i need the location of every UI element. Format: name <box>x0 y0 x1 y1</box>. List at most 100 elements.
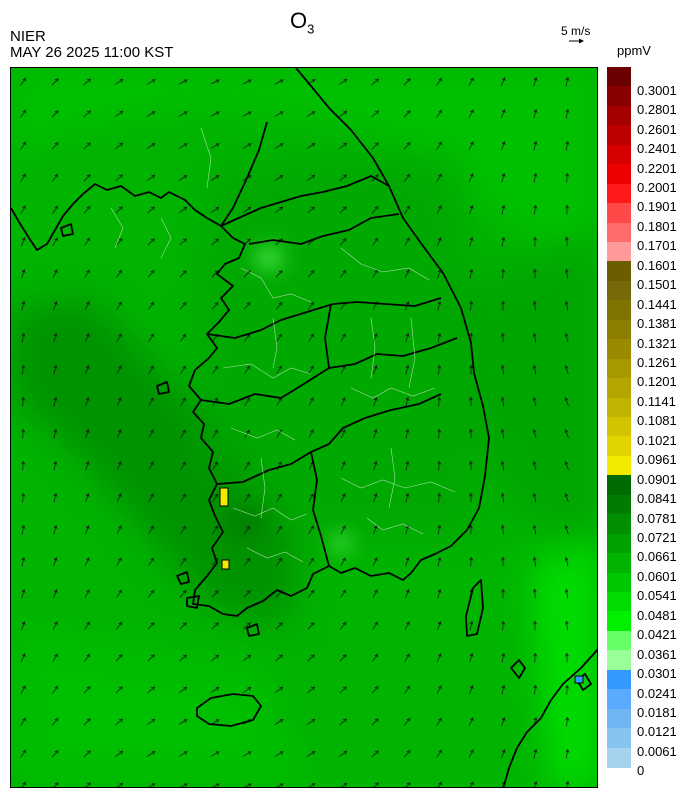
colorbar-swatch <box>607 144 631 165</box>
colorbar-swatch <box>607 222 631 243</box>
colorbar-tick-label: 0.1321 <box>637 335 677 351</box>
colorbar-swatch <box>607 689 631 710</box>
province-boundary <box>310 451 330 567</box>
colorbar-swatch <box>607 300 631 321</box>
title-main: O <box>290 8 308 33</box>
colorbar-tick-label: 0.1021 <box>637 432 677 448</box>
local-high-spot <box>331 535 351 551</box>
colorbar-swatch <box>607 747 631 768</box>
colorbar-tick-label: 0.0721 <box>637 529 677 545</box>
colorbar-swatch <box>607 533 631 554</box>
colorbar-swatch <box>607 475 631 496</box>
colorbar-tick-label: 0.0901 <box>637 471 677 487</box>
colorbar-swatch <box>607 728 631 749</box>
wind-vector-field <box>19 76 570 787</box>
concentration-variation <box>11 68 597 787</box>
colorbar-tick-label: 0.0361 <box>637 646 677 662</box>
korean-peninsula-coastline <box>11 68 490 617</box>
province-boundary <box>220 121 268 227</box>
colorbar-swatch <box>607 708 631 729</box>
colorbar-tick-label: 0.0961 <box>637 452 677 468</box>
ulleung-island <box>465 579 484 637</box>
colorbar-tick-label: 0.1201 <box>637 374 677 390</box>
colorbar-swatch <box>607 611 631 632</box>
colorbar-swatch <box>607 203 631 224</box>
colorbar-tick-label: 0.0181 <box>637 704 677 720</box>
colorbar-tick-label: 0.0241 <box>637 685 677 701</box>
monitoring-site-marker <box>219 487 229 507</box>
monitoring-site-marker <box>221 559 230 570</box>
island <box>156 381 170 395</box>
colorbar-swatch <box>607 397 631 418</box>
local-high-spot <box>255 248 283 268</box>
colorbar-tick-label: 0.0301 <box>637 666 677 682</box>
colorbar-swatch <box>607 553 631 574</box>
colorbar-tick-label: 0.1141 <box>637 393 676 409</box>
colorbar-swatch <box>607 358 631 379</box>
colorbar-tick-label: 0.0541 <box>637 588 677 604</box>
ozone-concentration-map <box>10 67 598 788</box>
colorbar-tick-label: 0.2801 <box>637 102 677 118</box>
colorbar-swatch <box>607 669 631 690</box>
forecast-datetime: MAY 26 2025 11:00 KST <box>10 44 174 61</box>
colorbar-tick-label: 0.0661 <box>637 549 677 565</box>
colorbar-swatch <box>607 630 631 651</box>
province-boundary <box>206 297 442 339</box>
colorbar-tick-label: 0.1701 <box>637 238 677 254</box>
colorbar-swatch <box>607 436 631 457</box>
colorbar-tick-label: 0.0121 <box>637 724 677 740</box>
colorbar-tick-label: 0.1501 <box>637 277 677 293</box>
island <box>176 571 190 585</box>
colorbar-tick-label: 0.2201 <box>637 160 677 176</box>
colorbar-swatch <box>607 319 631 340</box>
colorbar-tick-label: 0.1081 <box>637 413 677 429</box>
colorbar-tick-label: 0.1901 <box>637 199 677 215</box>
colorbar-tick-label: 0.3001 <box>637 82 677 98</box>
colorbar-tick-label: 0 <box>637 763 645 779</box>
colorbar-tick-label: 0.0421 <box>637 627 677 643</box>
colorbar-tick-label: 0.0601 <box>637 568 677 584</box>
colorbar-swatch <box>607 125 631 146</box>
island <box>186 595 200 609</box>
jeju-island <box>196 693 262 727</box>
colorbar-swatch <box>607 514 631 535</box>
wind-scale-label: 5 m/s <box>561 24 591 38</box>
colorbar-swatch <box>607 183 631 204</box>
title-subscript: 3 <box>307 21 315 37</box>
colorbar-tick-label: 0.0781 <box>637 510 677 526</box>
colorbar-swatch <box>607 261 631 282</box>
local-low-spot <box>224 505 268 541</box>
colorbar-swatch <box>607 572 631 593</box>
colorbar-swatch <box>607 378 631 399</box>
colorbar-swatch <box>607 86 631 107</box>
japan-coastline <box>502 648 597 787</box>
province-boundary <box>324 303 332 369</box>
colorbar-tick-label: 0.2401 <box>637 141 677 157</box>
province-boundary <box>216 393 442 485</box>
colorbar-tick-label: 0.1261 <box>637 354 677 370</box>
colorbar-swatch <box>607 455 631 476</box>
colorbar-tick-label: 0.1381 <box>637 316 677 332</box>
island <box>60 223 74 237</box>
dmz-boundary <box>220 175 390 227</box>
district-boundaries <box>110 127 456 563</box>
monitoring-site-marker <box>574 675 584 684</box>
wind-scale-arrow-icon <box>569 38 584 44</box>
colorbar-tick-label: 0.2001 <box>637 179 677 195</box>
colorbar-swatch <box>607 494 631 515</box>
island <box>246 623 260 637</box>
unit-label: ppmV <box>617 43 651 58</box>
colorbar-swatch <box>607 280 631 301</box>
colorbar-swatch <box>607 242 631 263</box>
colorbar-swatch <box>607 417 631 438</box>
colorbar-swatch <box>607 339 631 360</box>
colorbar-swatch <box>607 650 631 671</box>
colorbar-tick-label: 0.0841 <box>637 491 677 507</box>
colorbar-tick-label: 0.1801 <box>637 218 677 234</box>
colorbar-swatch <box>607 105 631 126</box>
colorbar-tick-label: 0.1441 <box>637 296 677 312</box>
map-title: O3 <box>290 8 314 36</box>
agency-label: NIER <box>10 28 46 45</box>
colorbar-tick-label: 0.0481 <box>637 607 677 623</box>
colorbar-swatch <box>607 67 631 88</box>
